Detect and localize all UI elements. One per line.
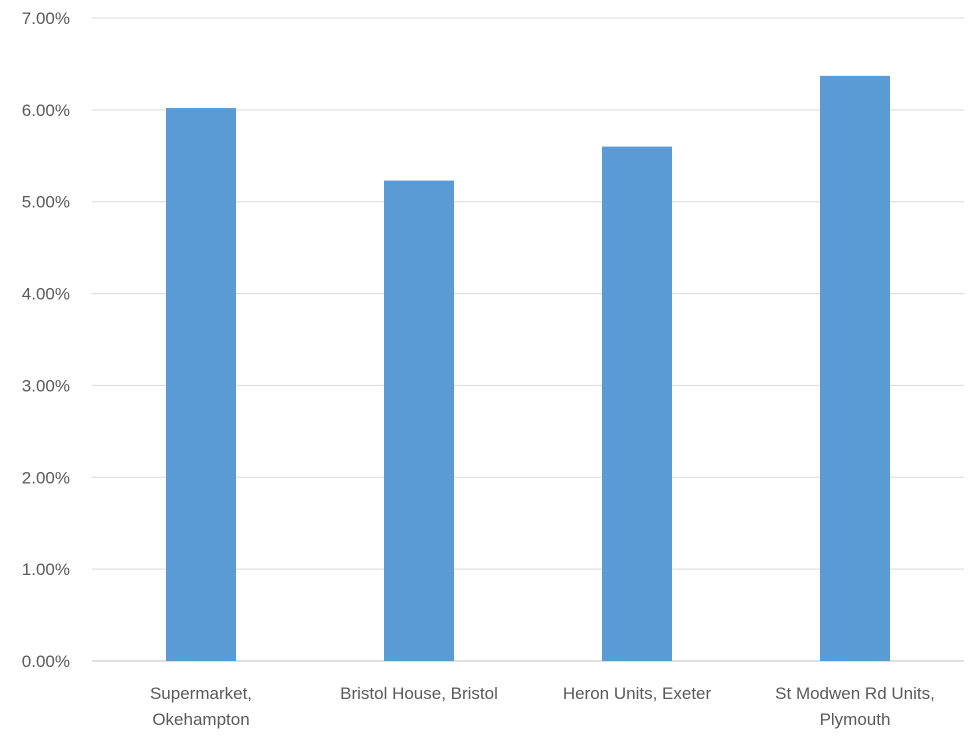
x-category-label: Heron Units, Exeter — [563, 684, 712, 703]
y-tick-label: 7.00% — [22, 9, 70, 28]
x-category-label-line: Okehampton — [152, 710, 249, 729]
y-tick-label: 3.00% — [22, 376, 70, 395]
y-tick-label: 6.00% — [22, 101, 70, 120]
x-category-label-line: Plymouth — [820, 710, 891, 729]
x-category-label-line: Heron Units, Exeter — [563, 684, 712, 703]
y-tick-label: 4.00% — [22, 285, 70, 304]
y-tick-label: 5.00% — [22, 193, 70, 212]
gridlines — [92, 17, 964, 662]
bar — [602, 146, 672, 662]
x-category-label-line: St Modwen Rd Units, — [775, 684, 935, 703]
y-tick-label: 1.00% — [22, 560, 70, 579]
bar — [166, 108, 236, 661]
x-category-label: Supermarket, Okehampton — [150, 684, 252, 729]
bar — [820, 75, 890, 662]
x-category-label: St Modwen Rd Units, Plymouth — [775, 684, 935, 729]
bars — [166, 75, 890, 662]
x-category-label-line: Bristol House, Bristol — [340, 684, 498, 703]
x-category-label: Bristol House, Bristol — [340, 684, 498, 703]
y-tick-label: 2.00% — [22, 468, 70, 487]
x-axis-category-labels: Supermarket, Okehampton Bristol House, Bri… — [150, 684, 935, 729]
y-axis-tick-labels: 0.00% 1.00% 2.00% 3.00% 4.00% 5.00% 6.00% 7.00% — [22, 9, 70, 671]
x-category-label-line: Supermarket, — [150, 684, 252, 703]
y-tick-label: 0.00% — [22, 652, 70, 671]
bar — [384, 180, 454, 661]
